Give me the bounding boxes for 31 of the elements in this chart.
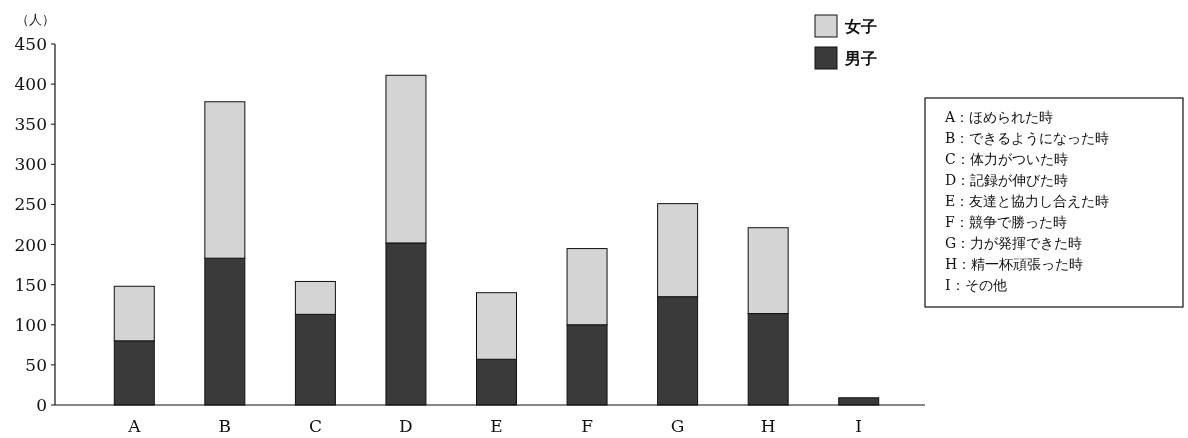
bar bbox=[657, 203, 699, 298]
y-tick-label: 450 bbox=[14, 34, 47, 54]
bar bbox=[113, 285, 155, 342]
y-tick-label: 350 bbox=[14, 114, 47, 135]
bar bbox=[204, 101, 246, 259]
bar bbox=[476, 292, 517, 360]
x-tick-label: C bbox=[308, 416, 322, 436]
y-tick-label: 400 bbox=[14, 74, 47, 95]
y-tick-label: 50 bbox=[25, 354, 47, 375]
x-tick-label: G bbox=[670, 416, 685, 436]
y-tick-label: 250 bbox=[14, 194, 47, 215]
legend-label: 女子 bbox=[844, 17, 877, 36]
key: A：ほめられた時 B：できるようになった時 C：体力がついた時 D：記録が伸びた時 E：友達と協力し合えた時 F：競争で勝った時 G：力が発揮できた時 H：精一杯頑張った時 I：その他 bbox=[924, 97, 1184, 308]
x-tick-label: I bbox=[855, 416, 863, 436]
bar bbox=[566, 248, 608, 326]
x-tick-label: A bbox=[127, 416, 142, 436]
x-tick-label: F bbox=[581, 416, 594, 436]
y-tick-label: 300 bbox=[14, 154, 47, 175]
x-tick-label: D bbox=[399, 416, 413, 436]
y-tick-label: 200 bbox=[14, 234, 47, 255]
legend-label: 男子 bbox=[844, 49, 877, 68]
x-tick-label: B bbox=[218, 416, 232, 436]
x-tick-label: H bbox=[760, 416, 776, 436]
y-tick-label: 0 bbox=[36, 395, 47, 415]
y-axis-title: （人） bbox=[15, 12, 55, 27]
bar bbox=[747, 227, 789, 315]
y-tick-label: 150 bbox=[14, 274, 47, 295]
bar bbox=[385, 74, 427, 244]
x-tick-label: E bbox=[490, 416, 503, 436]
bar bbox=[294, 280, 336, 315]
y-tick-label: 100 bbox=[14, 314, 47, 335]
